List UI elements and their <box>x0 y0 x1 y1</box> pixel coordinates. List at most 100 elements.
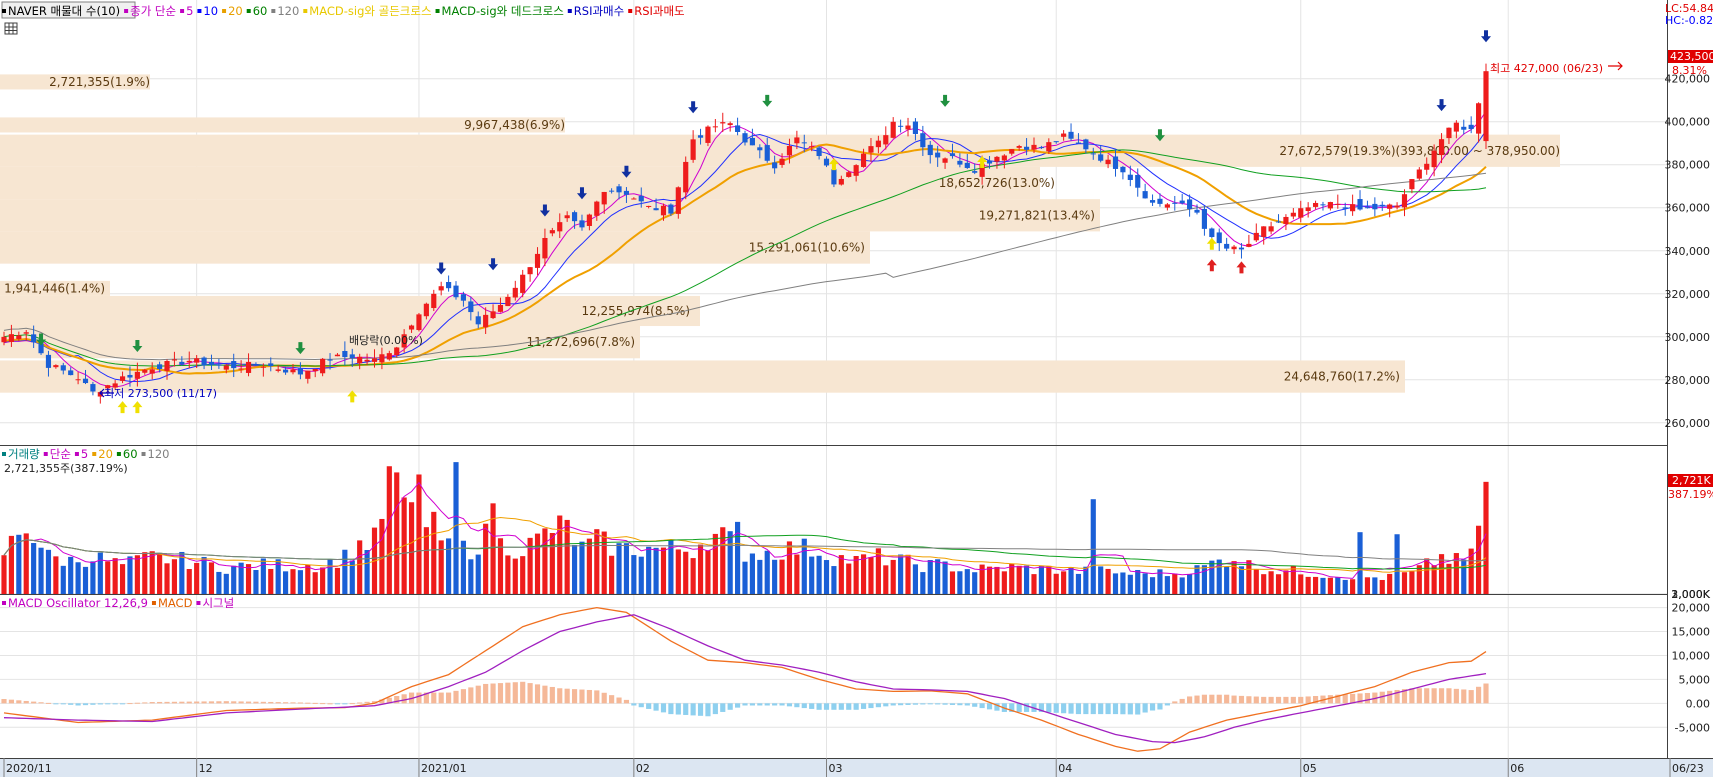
volume-bar <box>268 568 274 594</box>
candle <box>527 267 533 275</box>
volume-bar <box>394 472 400 594</box>
macd-oscillator-bar <box>542 685 548 704</box>
volume-bar <box>1446 563 1452 594</box>
y-axis-ticks: 260,000 280,000 300,000 320,000 340,000 360,0… <box>1665 73 1711 735</box>
candle <box>16 335 22 340</box>
x-tick-label: 2020/11 <box>6 762 52 775</box>
volume-tick-label: 3,000K <box>1671 588 1710 601</box>
volume-bar <box>942 561 948 594</box>
macd-oscillator-bar <box>749 703 755 706</box>
volume-profile-band <box>0 295 700 327</box>
volume-bar <box>505 555 511 594</box>
macd-oscillator-bar <box>809 703 815 709</box>
candle <box>1261 226 1267 237</box>
macd-oscillator-bar <box>245 701 252 704</box>
legend-swatch <box>151 601 156 605</box>
candle <box>282 369 289 373</box>
candle <box>290 369 296 373</box>
legend-item: 20 <box>228 4 243 18</box>
macd-oscillator-bar <box>38 702 44 704</box>
volume-bar <box>1061 571 1067 594</box>
legend-swatch <box>222 9 227 13</box>
macd-oscillator-bar <box>801 703 807 709</box>
candle <box>609 190 615 192</box>
macd-oscillator-bar <box>838 703 844 710</box>
candle <box>1105 159 1111 165</box>
legend-swatch <box>124 9 129 13</box>
volume-bar <box>1461 559 1467 594</box>
candle <box>1342 207 1348 209</box>
volume-bar <box>245 564 252 594</box>
macd-oscillator-bar <box>431 692 437 704</box>
macd-oscillator-bar <box>720 703 726 712</box>
lc-readout: LC:54.84 <box>1665 2 1713 15</box>
volume-bar <box>1401 572 1408 594</box>
volume-bar <box>534 533 541 594</box>
candle <box>194 358 200 363</box>
macd-oscillator-bar <box>579 689 585 704</box>
volume-bar <box>794 554 800 594</box>
macd-oscillator-bar <box>446 692 452 704</box>
volume-bar <box>1283 570 1289 594</box>
macd-oscillator-bar <box>1009 703 1015 712</box>
macd-oscillator-bar <box>379 699 385 704</box>
macd-oscillator-bar <box>416 692 422 704</box>
macd-oscillator-bar <box>646 703 652 709</box>
price-tick-label: 300,000 <box>1665 331 1711 344</box>
volume-legend[interactable]: 거래량 단순 5 20 60 120 2,721,355주(387.19%) <box>2 447 169 475</box>
volume-bar <box>497 538 504 594</box>
volume-profile-label: 15,291,061(10.6%) <box>749 241 865 255</box>
candle <box>1038 147 1044 149</box>
volume-bar <box>749 553 755 594</box>
volume-bar <box>690 558 696 594</box>
volume-bar <box>1350 579 1356 594</box>
volume-bar <box>231 565 237 594</box>
volume-bar <box>757 559 763 594</box>
volume-profile-band <box>0 117 565 133</box>
candle <box>1476 103 1482 134</box>
legend-swatch <box>271 9 276 13</box>
volume-bar <box>1453 553 1459 594</box>
candle <box>342 350 348 358</box>
macd-oscillator-bar <box>1172 701 1178 704</box>
price-legend[interactable]: NAVER 매물대 수(10) 종가 단순 5 10 20 60 120 MACD-sig와 … <box>1 1 685 19</box>
legend-swatch <box>303 9 308 13</box>
candle <box>45 354 52 368</box>
macd-oscillator-bar <box>1394 689 1400 704</box>
volume-bar <box>297 570 303 594</box>
volume-bar <box>1001 571 1007 594</box>
candle <box>831 169 837 185</box>
legend-swatch <box>2 601 6 605</box>
legend-swatch <box>196 601 201 605</box>
macd-oscillator-bar <box>1194 695 1200 704</box>
macd-oscillator-bar <box>1068 703 1074 714</box>
candle <box>1209 228 1215 237</box>
macd-tick-label: -5,000 <box>1675 721 1710 734</box>
macd-oscillator-bar <box>8 699 14 704</box>
dead-cross-arrow <box>1154 129 1165 142</box>
low-note-arrow <box>99 388 114 398</box>
volume-bar <box>1246 560 1252 594</box>
macd-oscillator-bar <box>305 702 311 704</box>
price-tick-label: 420,000 <box>1665 73 1711 86</box>
volume-bar <box>772 559 778 594</box>
candle <box>423 303 429 317</box>
macd-legend[interactable]: MACD Oscillator 12,26,9 MACD 시그널 <box>2 596 234 610</box>
volume-bar <box>1216 559 1222 594</box>
golden-cross-arrow <box>1206 237 1217 250</box>
volume-bar <box>149 551 155 594</box>
last-price-label: 423,500 <box>1670 50 1713 63</box>
macd-oscillator-bar <box>1231 695 1237 704</box>
candle <box>1224 243 1230 249</box>
candle <box>431 293 437 309</box>
candle <box>809 146 815 148</box>
macd-oscillator-bar <box>1120 703 1126 715</box>
candle <box>1372 203 1378 210</box>
macd-oscillator-bar <box>45 702 52 704</box>
volume-bar <box>438 540 444 594</box>
candle <box>1461 126 1467 130</box>
table-toggle-icon[interactable] <box>4 22 18 35</box>
x-tick-label: 03 <box>829 762 843 775</box>
legend-item: NAVER 매물대 수(10) <box>8 4 120 18</box>
